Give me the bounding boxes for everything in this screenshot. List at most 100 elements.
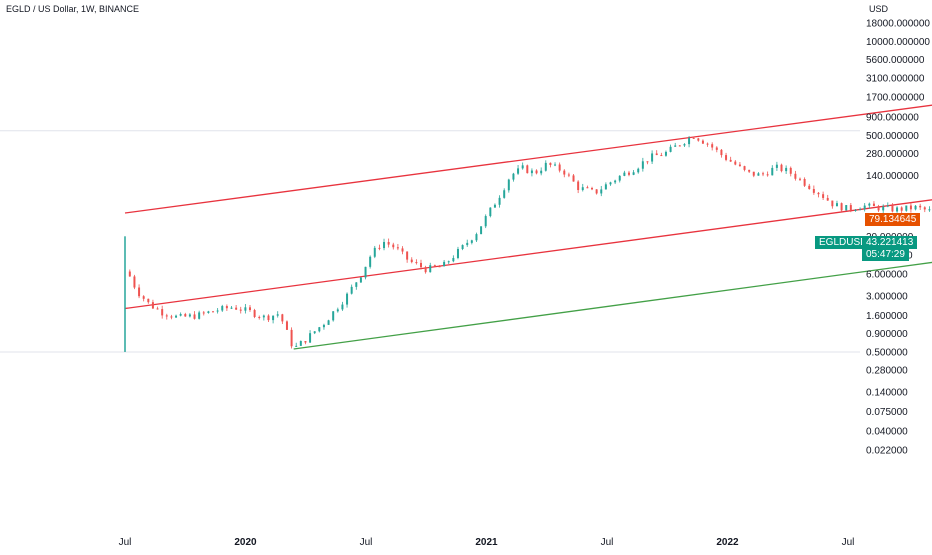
chart-title: EGLD / US Dollar, 1W, BINANCE — [6, 4, 140, 14]
candle-body — [503, 190, 506, 198]
candle-body — [614, 180, 617, 183]
y-tick-label: 1700.000000 — [866, 92, 925, 103]
candle-body — [669, 146, 672, 152]
candle-body — [336, 309, 339, 312]
candle-body — [706, 143, 709, 145]
candle-body — [627, 172, 630, 175]
channel-line-support — [293, 261, 932, 350]
candle-body — [466, 242, 469, 246]
candle-body — [138, 287, 141, 297]
candle-body — [212, 311, 215, 313]
candle-body — [914, 205, 917, 210]
y-tick-label: 0.075000 — [866, 407, 908, 418]
candle-body — [535, 170, 538, 174]
candle-body — [775, 164, 778, 168]
y-tick-label: 3.000000 — [866, 291, 908, 302]
candle-body — [572, 175, 575, 182]
candle-body — [147, 298, 150, 303]
candle-body — [646, 161, 649, 163]
candle-body — [175, 315, 178, 318]
candle-body — [595, 189, 598, 194]
channel-line-middle — [124, 199, 932, 310]
y-tick-label: 280.000000 — [866, 149, 919, 160]
candle-body — [822, 194, 825, 198]
candle-body — [591, 187, 594, 190]
candle-body — [771, 167, 774, 176]
candle-body — [128, 271, 131, 277]
candle-body — [863, 205, 866, 210]
candle-body — [438, 266, 441, 268]
candle-body — [762, 173, 765, 175]
candle-body — [734, 161, 737, 165]
candle-body — [447, 261, 450, 263]
candle-body — [725, 155, 728, 160]
y-tick-label: 900.000000 — [866, 112, 919, 123]
candle-body — [295, 345, 298, 347]
candle-body — [919, 205, 922, 208]
candle-body — [359, 277, 362, 283]
candle-body — [193, 314, 196, 319]
candle-body — [272, 315, 275, 321]
candle-body — [655, 153, 658, 156]
candle-body — [373, 247, 376, 257]
candle-body — [803, 179, 806, 186]
candle-body — [909, 205, 912, 210]
candle-body — [387, 241, 390, 245]
candle-body — [618, 175, 621, 181]
candle-body — [258, 316, 261, 318]
target-price-label: 79.134645 — [865, 213, 921, 226]
channel-line-upper — [124, 104, 932, 214]
candle-body — [392, 244, 395, 248]
candle-body — [798, 178, 801, 180]
y-tick-label: 1.600000 — [866, 311, 908, 322]
candle-body — [835, 203, 838, 207]
bar-countdown-label: 05:47:29 — [862, 248, 909, 261]
candle-body — [350, 286, 353, 294]
candle-body — [891, 205, 894, 212]
candle-body — [752, 171, 755, 176]
candle-body — [896, 207, 899, 212]
candle-body — [364, 266, 367, 278]
candle-body — [202, 312, 205, 314]
candle-body — [396, 247, 399, 249]
candle-body — [406, 251, 409, 260]
candle-body — [780, 164, 783, 172]
candle-body — [766, 174, 769, 176]
candle-body — [826, 197, 829, 201]
candle-body — [304, 341, 307, 343]
time-axis[interactable]: Jul2020Jul2021Jul2022Jul2023Jul2024Jul20… — [119, 537, 932, 548]
y-tick-label: 0.022000 — [866, 445, 908, 456]
candle-body — [743, 166, 746, 170]
candle-body — [443, 261, 446, 267]
candle-body — [313, 331, 316, 334]
candle-body — [322, 324, 325, 328]
candle-body — [461, 245, 464, 249]
candle-body — [142, 296, 145, 299]
candle-body — [253, 310, 256, 317]
candle-body — [738, 164, 741, 167]
candle-body — [484, 216, 487, 227]
candle-body — [849, 205, 852, 211]
candle-body — [230, 307, 233, 309]
candle-body — [369, 256, 372, 267]
candle-body — [623, 172, 626, 176]
candle-body — [785, 167, 788, 172]
candle-body — [928, 209, 931, 211]
candle-body — [683, 144, 686, 146]
candle-body — [604, 184, 607, 190]
candle-body — [868, 203, 871, 206]
last-price-label: 43.221413 — [862, 236, 918, 249]
candle-body — [517, 168, 520, 174]
candle-body — [859, 209, 862, 211]
candle-body — [429, 265, 432, 273]
candle-body — [355, 282, 358, 287]
candle-body — [886, 205, 889, 207]
y-tick-label: 0.500000 — [866, 347, 908, 358]
x-tick-label: Jul — [601, 537, 614, 548]
price-axis[interactable]: 18000.000000 10000.000000 5600.000000 3100.… — [866, 19, 930, 457]
candle-body — [420, 262, 423, 268]
candle-body — [544, 162, 547, 171]
candle-body — [664, 151, 667, 156]
